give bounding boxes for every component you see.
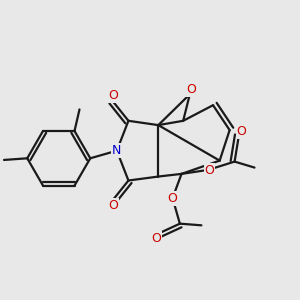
- Text: O: O: [205, 164, 214, 177]
- Text: O: O: [152, 232, 162, 245]
- Text: N: N: [112, 144, 122, 157]
- Text: O: O: [108, 89, 118, 102]
- Text: O: O: [237, 125, 247, 138]
- Text: O: O: [186, 83, 196, 96]
- Text: O: O: [167, 192, 177, 205]
- Text: O: O: [108, 199, 118, 212]
